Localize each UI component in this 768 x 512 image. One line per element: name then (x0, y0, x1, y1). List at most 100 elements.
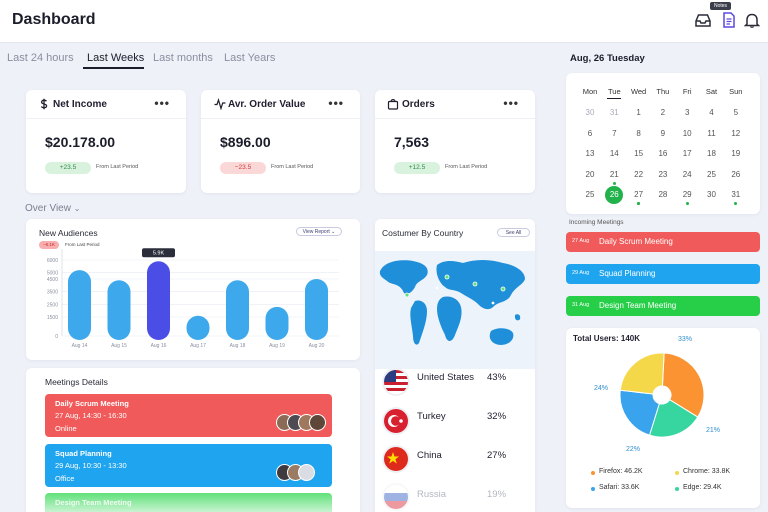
stat-card-net-income: Net Income ••• $20.178.00 +23.5 From Las… (26, 90, 186, 193)
more-options-button[interactable]: ••• (154, 96, 170, 110)
meeting-card-squad-planning[interactable]: Squad Planning 29 Aug, 10:30 - 13:30 Off… (45, 444, 332, 487)
calendar-day[interactable]: 8 (636, 128, 641, 138)
meeting-card-daily-scrum[interactable]: Daily Scrum Meeting 27 Aug, 14:30 - 16:3… (45, 394, 332, 437)
calendar-day[interactable]: 29 (682, 190, 692, 199)
incoming-meeting-daily-scrum[interactable]: 27 Aug Daily Scrum Meeting (566, 232, 760, 252)
calendar-day[interactable]: 16 (658, 149, 668, 158)
event-dot (685, 202, 689, 205)
calendar-day[interactable]: 7 (612, 128, 617, 138)
us-flag-icon (382, 368, 410, 396)
calendar-day[interactable]: 27 (634, 190, 644, 199)
calendar-day[interactable]: 3 (684, 108, 690, 117)
document-icon[interactable] (720, 11, 738, 29)
meeting-card-design-team[interactable]: Design Team Meeting (45, 493, 332, 512)
users-donut-chart: 33% 21% 22% 24% (594, 336, 720, 453)
slice-label: 24% (594, 385, 608, 392)
country-percent: 27% (487, 450, 507, 461)
meeting-time: 29 Aug, 10:30 - 13:30 (55, 461, 127, 470)
y-tick-label: 3500 (47, 290, 58, 296)
stat-card-orders: Orders ••• 7,563 +12.5 From Last Period (375, 90, 535, 193)
overview-dropdown[interactable]: Over View ⌄ (25, 203, 80, 214)
bar-tooltip-label: 5.9K (153, 250, 165, 256)
calendar-day[interactable]: 31 (609, 108, 619, 117)
avatar (309, 414, 326, 431)
calendar-day[interactable]: 22 (634, 169, 644, 179)
tab-last-months[interactable]: Last months (153, 52, 213, 64)
view-report-label: View Report (302, 229, 330, 235)
calendar-day[interactable]: 31 (731, 190, 741, 199)
activity-icon (214, 98, 226, 110)
change-note: From Last Period (445, 164, 488, 170)
calendar-day[interactable]: 10 (682, 128, 692, 138)
calendar-day[interactable]: 20 (585, 169, 595, 179)
audiences-change-note: From Last Period (65, 242, 100, 247)
calendar-day[interactable]: 26 (731, 169, 741, 179)
calendar-day[interactable]: 25 (707, 169, 716, 179)
calendar-day[interactable]: 30 (707, 190, 716, 199)
calendar-day[interactable]: 17 (682, 149, 692, 158)
legend-safari: Safari: 33.6K (599, 484, 640, 491)
calendar-day[interactable]: 19 (731, 149, 741, 158)
change-badge: +12.5 (394, 162, 440, 174)
country-name: China (417, 450, 442, 461)
tab-last-24-hours[interactable]: Last 24 hours (7, 52, 74, 64)
overview-label: Over View (25, 203, 71, 214)
legend-chrome: Chrome: 33.8K (683, 468, 731, 475)
current-weekday-underline (607, 98, 622, 99)
bell-icon[interactable] (743, 11, 761, 29)
inbox-icon[interactable] (694, 11, 712, 29)
calendar-day[interactable]: 23 (658, 169, 668, 179)
calendar-day[interactable]: 28 (658, 190, 668, 199)
meeting-date: 29 Aug (572, 270, 590, 276)
tab-last-years[interactable]: Last Years (224, 52, 276, 64)
see-all-button[interactable]: See All (497, 228, 530, 237)
x-tick-label: Aug 19 (269, 343, 285, 349)
y-tick-label: 5000 (47, 271, 58, 277)
slice-label: 22% (626, 446, 640, 453)
legend-swatch (675, 487, 679, 491)
calendar-day[interactable]: 9 (660, 128, 666, 138)
donut-slice (619, 352, 665, 395)
calendar-day[interactable]: 12 (731, 128, 741, 138)
calendar-day[interactable]: 2 (660, 108, 666, 117)
calendar-day[interactable]: 25 (585, 190, 595, 199)
top-bar (0, 0, 768, 43)
calendar-day[interactable]: 15 (634, 149, 644, 158)
more-options-button[interactable]: ••• (503, 96, 519, 110)
y-tick-label: 2500 (47, 302, 58, 308)
russia-flag-icon (382, 483, 410, 511)
customer-by-country-card: Costumer By Country See All United State… (375, 219, 535, 512)
chevron-down-icon: ⌄ (331, 229, 336, 235)
donut-hole (653, 386, 671, 404)
calendar-day[interactable]: 1 (636, 108, 641, 117)
incoming-meeting-squad-planning[interactable]: 29 Aug Squad Planning (566, 264, 760, 284)
calendar-day[interactable]: 5 (733, 108, 739, 117)
calendar-day[interactable]: 18 (707, 149, 716, 158)
incoming-meeting-design-team[interactable]: 31 Aug Design Team Meeting (566, 296, 760, 316)
weekday-label: Wed (630, 87, 647, 96)
calendar-day[interactable]: 30 (585, 108, 595, 117)
turkey-flag-icon (382, 407, 410, 435)
country-name: Russia (417, 489, 447, 500)
calendar-day[interactable]: 11 (707, 128, 716, 138)
tab-last-weeks[interactable]: Last Weeks (87, 52, 145, 64)
avatar (298, 464, 315, 481)
calendar-day[interactable]: 6 (587, 128, 593, 138)
calendar-day[interactable]: 4 (709, 108, 714, 117)
calendar-day[interactable]: 21 (609, 169, 619, 179)
new-audiences-card: New Audiences −6.1K From Last Period Vie… (26, 219, 360, 360)
divider (375, 118, 535, 119)
calendar-day[interactable]: 24 (682, 169, 692, 179)
calendar-day[interactable]: 14 (609, 149, 619, 158)
calendar-today[interactable]: 26 (605, 186, 624, 204)
view-report-button[interactable]: View Report ⌄ (296, 227, 342, 236)
weekday-label: Sun (729, 87, 743, 96)
y-tick-label: 6000 (47, 258, 58, 264)
more-options-button[interactable]: ••• (328, 96, 344, 110)
dollar-icon (40, 98, 48, 110)
calendar-day[interactable]: 13 (585, 149, 595, 158)
meeting-date: 31 Aug (572, 302, 590, 308)
meeting-name: Design Team Meeting (599, 301, 677, 310)
weekday-label: Sat (705, 87, 718, 96)
meeting-name: Daily Scrum Meeting (55, 399, 129, 408)
